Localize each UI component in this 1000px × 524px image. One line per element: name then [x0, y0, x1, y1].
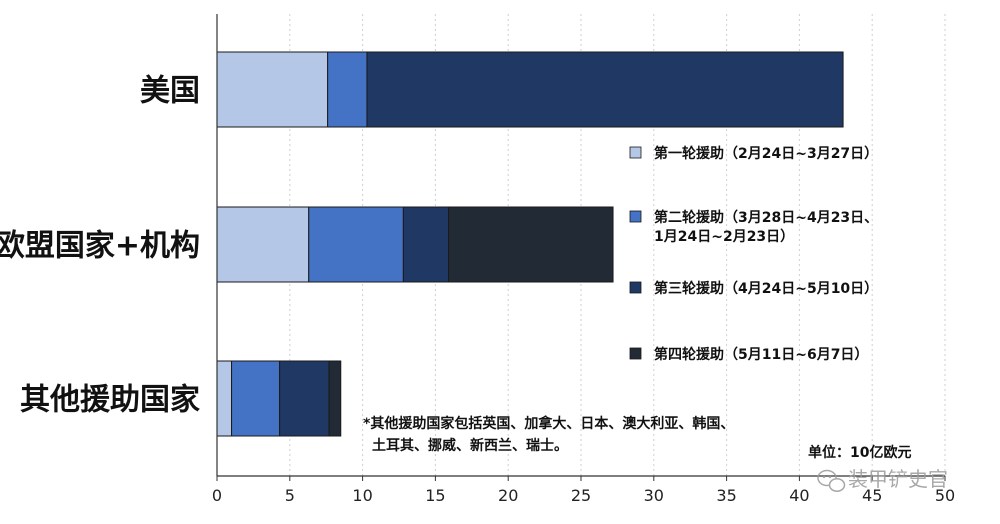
x-tick-label-1: 5 — [285, 486, 295, 505]
bar-2-series-3 — [279, 360, 330, 437]
legend-label-2-line-1: 第二轮援助（3月28日~4月23日、 — [654, 209, 878, 226]
x-tick-label-6: 30 — [644, 486, 664, 505]
watermark-text: 装甲铲史官 — [848, 467, 948, 491]
x-tick-label-9: 45 — [862, 486, 882, 505]
x-tick-label-3: 15 — [425, 486, 445, 505]
bar-1-series-1 — [216, 206, 310, 283]
wechat-icon — [817, 469, 846, 492]
x-tick-label-2: 10 — [352, 486, 372, 505]
x-tick-label-0: 0 — [212, 486, 222, 505]
bar-segments — [216, 51, 844, 437]
category-label-0: 美国 — [140, 74, 200, 109]
x-tick-label-10: 50 — [935, 486, 955, 505]
legend-swatch-4 — [629, 347, 642, 360]
bar-0-series-1 — [216, 51, 329, 128]
category-label-2: 其他援助国家 — [20, 383, 200, 418]
x-tick-label-7: 35 — [716, 486, 736, 505]
x-tick-label-5: 25 — [571, 486, 591, 505]
bar-2-series-1 — [216, 360, 233, 437]
bar-1-series-3 — [402, 206, 450, 283]
legend-swatch-3 — [629, 281, 642, 294]
legend-label-3-line-1: 第三轮援助（4月24日~5月10日） — [654, 280, 878, 297]
bar-1-series-4 — [448, 206, 614, 283]
x-tick-label-4: 20 — [498, 486, 518, 505]
bar-1-series-2 — [308, 206, 404, 283]
legend-label-2-line-2: 1月24日~2月23日） — [654, 229, 794, 245]
annotation-line-1: *其他援助国家包括英国、加拿大、日本、澳大利亚、韩国、 — [363, 415, 734, 432]
unit-label: 单位：10亿欧元 — [808, 444, 911, 461]
legend-label-4-line-1: 第四轮援助（5月11日~6月7日） — [654, 346, 868, 363]
category-label-1: 欧盟国家+机构 — [0, 229, 200, 264]
x-axis-ticks: 0 5 10 15 20 25 30 35 40 45 50 — [212, 476, 955, 505]
legend-label-1-line-1: 第一轮援助（2月24日~3月27日） — [654, 145, 878, 162]
bar-0-series-3 — [366, 51, 844, 128]
legend: 第一轮援助（2月24日~3月27日） 第二轮援助（3月28日~4月23日、 1月24… — [629, 145, 878, 363]
annotation-line-2: 土耳其、挪威、新西兰、瑞士。 — [372, 437, 568, 454]
bar-2-series-4 — [328, 360, 342, 437]
watermark: 装甲铲史官 — [817, 467, 948, 492]
legend-swatch-2 — [629, 210, 642, 223]
x-tick-label-8: 40 — [789, 486, 809, 505]
legend-swatch-1 — [629, 146, 642, 159]
bar-0-series-2 — [327, 51, 368, 128]
bar-2-series-2 — [231, 360, 281, 437]
